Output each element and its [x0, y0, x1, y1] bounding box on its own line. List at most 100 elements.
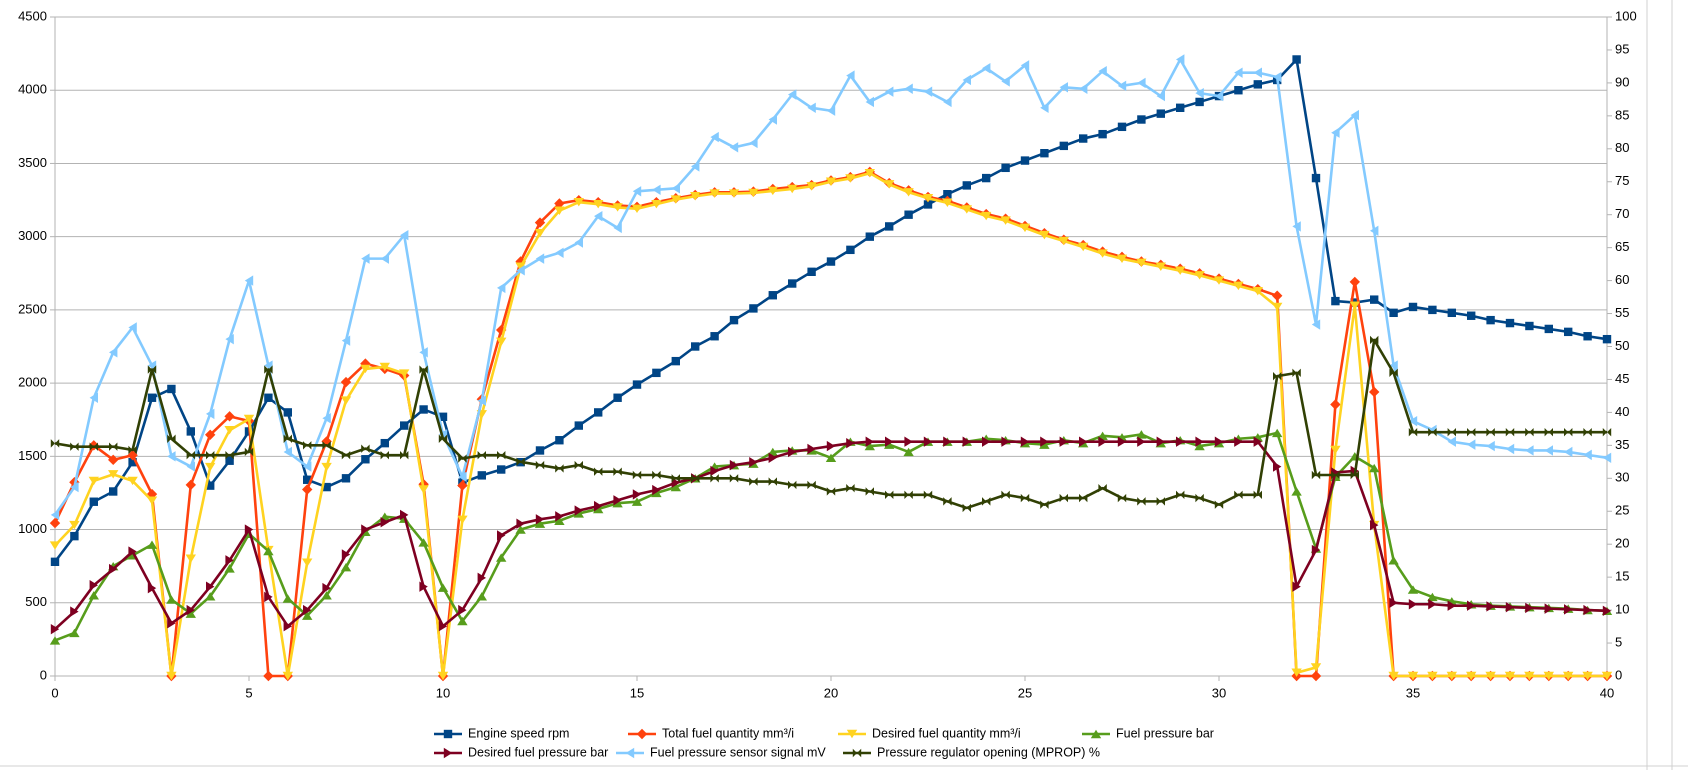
data-point [1020, 156, 1030, 165]
data-point [496, 553, 507, 562]
data-point [1428, 599, 1437, 610]
data-point [825, 177, 837, 186]
y2-tick-label: 20 [1615, 536, 1629, 551]
data-point [1311, 544, 1321, 556]
data-point [1428, 305, 1437, 315]
data-point [264, 393, 273, 402]
data-point [1350, 109, 1359, 121]
data-point [1079, 493, 1088, 503]
data-point [554, 516, 565, 525]
data-point [1311, 173, 1321, 183]
data-point [1059, 493, 1068, 503]
data-point [885, 436, 894, 447]
data-point [670, 482, 681, 492]
data-point [943, 436, 952, 447]
data-point [749, 137, 758, 149]
data-point [865, 96, 874, 108]
y2-tick-label: 5 [1615, 634, 1622, 649]
data-point [186, 461, 195, 472]
data-point [1234, 67, 1243, 78]
data-point [1156, 90, 1165, 102]
data-point [128, 322, 137, 333]
data-point [1059, 436, 1068, 447]
data-point [515, 525, 526, 534]
data-point [1486, 315, 1495, 325]
data-point [224, 564, 235, 573]
y2-tick-label: 70 [1615, 206, 1629, 221]
data-point [166, 595, 177, 604]
data-point [341, 451, 351, 460]
legend-entry: Engine speed rpm [434, 726, 569, 740]
data-point [670, 195, 681, 204]
data-point [884, 440, 895, 449]
data-point [631, 204, 643, 213]
data-point [497, 465, 506, 474]
data-point [477, 572, 486, 584]
data-point [1291, 487, 1302, 496]
data-point [729, 142, 739, 153]
data-point [1331, 127, 1340, 138]
data-point [1388, 556, 1399, 565]
data-point [1136, 430, 1147, 439]
data-point [981, 211, 992, 221]
data-point [943, 497, 952, 506]
data-point [1544, 427, 1553, 437]
data-point [632, 489, 642, 500]
legend-label: Engine speed rpm [468, 726, 569, 740]
data-point [341, 549, 351, 560]
data-point [379, 362, 390, 372]
data-point [1040, 436, 1049, 447]
data-point [1389, 597, 1398, 608]
data-point [768, 477, 777, 486]
data-point [186, 451, 195, 460]
y2-tick-label: 85 [1615, 107, 1629, 122]
data-point [826, 105, 836, 116]
x-tick-label: 0 [51, 685, 58, 700]
data-point [186, 427, 195, 436]
y2-tick-label: 35 [1615, 437, 1629, 452]
data-point [419, 405, 428, 414]
data-point [864, 441, 875, 451]
data-point [1098, 129, 1107, 139]
data-point [244, 524, 254, 535]
data-point [321, 591, 332, 600]
data-point [574, 505, 583, 516]
data-point [1039, 230, 1050, 240]
data-point [555, 464, 564, 473]
data-point [573, 509, 584, 518]
data-point [283, 621, 292, 632]
data-point [185, 609, 196, 618]
data-point [1582, 671, 1593, 681]
data-point [788, 89, 797, 100]
data-point [1602, 427, 1612, 437]
data-point [89, 442, 98, 451]
y2-tick-label: 50 [1615, 338, 1629, 353]
data-point [127, 450, 138, 461]
data-point [962, 436, 971, 447]
data-point [380, 517, 389, 528]
data-point [69, 520, 80, 530]
data-point [1486, 601, 1495, 612]
series [49, 168, 1613, 681]
series [50, 55, 1612, 566]
data-point [632, 470, 642, 480]
data-point [1195, 87, 1204, 99]
data-point [419, 581, 428, 592]
x-tick-label: 35 [1406, 685, 1420, 700]
legend-label: Fuel pressure bar [1116, 726, 1214, 740]
data-point [205, 429, 216, 441]
data-point [1564, 446, 1573, 458]
data-point [709, 189, 720, 198]
data-point [361, 524, 370, 535]
data-point [147, 582, 157, 594]
data-point [457, 616, 468, 626]
data-point [49, 517, 61, 529]
data-point [534, 519, 546, 528]
data-point [400, 421, 409, 430]
data-point [1233, 281, 1244, 291]
data-point [594, 408, 603, 417]
data-point [1427, 671, 1438, 681]
data-point [497, 451, 506, 460]
